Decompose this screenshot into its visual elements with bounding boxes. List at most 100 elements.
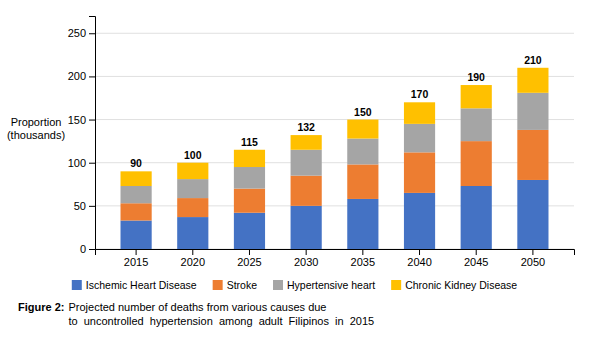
x-tick-mark: [476, 249, 477, 255]
x-tick: 2035: [351, 249, 375, 268]
x-tick-mark: [306, 249, 307, 255]
bar: [461, 85, 492, 108]
legend-swatch: [213, 280, 223, 290]
y-tick-label: 0: [80, 243, 86, 255]
x-tick-label: 2035: [351, 256, 375, 268]
y-tick-mark: [89, 206, 95, 207]
bar: [291, 176, 322, 206]
total-label: 100: [184, 149, 202, 161]
total-label: 210: [524, 54, 542, 66]
bar: [404, 124, 435, 152]
bar: [177, 217, 208, 249]
y-tick: 0: [80, 243, 95, 255]
legend-item: Chronic Kidney Disease: [391, 279, 517, 291]
legend-label: Chronic Kidney Disease: [405, 279, 517, 291]
bar: [461, 141, 492, 186]
bar: [291, 206, 322, 249]
bar: [291, 150, 322, 176]
x-tick: 2025: [237, 249, 261, 268]
y-tick-mark: [89, 33, 95, 34]
bar-series: [121, 93, 549, 203]
legend-swatch: [273, 280, 283, 290]
bar: [121, 186, 152, 203]
plot: 0501001502002502015202020252030203520402…: [68, 17, 575, 268]
legend-item: Hypertensive heart: [273, 279, 375, 291]
bar: [404, 152, 435, 193]
y-tick-label: 150: [68, 114, 86, 126]
caption-line: to uncontrolled hypertension among adult…: [68, 315, 374, 327]
x-tick: 2040: [407, 249, 431, 268]
totals: 90100115132150170190210: [130, 54, 542, 170]
y-tick-label: 250: [68, 27, 86, 39]
y-axis-title: Proportion(thousands): [7, 116, 65, 141]
x-axis-line: [96, 250, 575, 256]
bar: [234, 213, 265, 249]
x-axis: 2015 2020 2025 2030 2035 2040 2045 2050: [96, 249, 575, 268]
x-tick: 2020: [181, 249, 205, 268]
x-tick-label: 2050: [521, 256, 545, 268]
bar: [121, 203, 152, 220]
x-tick-label: 2015: [124, 256, 148, 268]
bar-series: [121, 68, 549, 186]
legend-swatch: [391, 280, 401, 290]
y-tick: 200: [68, 70, 95, 82]
bar: [404, 102, 435, 124]
bar: [347, 139, 378, 165]
bar: [347, 164, 378, 199]
legend-label: Ischemic Heart Disease: [86, 279, 197, 291]
x-tick-mark: [192, 249, 193, 255]
x-tick-label: 2020: [181, 256, 205, 268]
y-tick: 150: [68, 114, 95, 126]
bar: [347, 199, 378, 249]
y-tick-label: 200: [68, 70, 86, 82]
grid-line: [95, 205, 574, 206]
chart: 0501001502002502015202020252030203520402…: [0, 0, 589, 349]
grid-line: [95, 76, 574, 77]
legend: Ischemic Heart Disease Stroke Hypertensive…: [72, 279, 518, 291]
legend-item: Ischemic Heart Disease: [72, 279, 197, 291]
bar: [121, 171, 152, 186]
x-tick-mark: [136, 249, 137, 255]
bar: [234, 150, 265, 167]
x-tick: 2030: [294, 249, 318, 268]
y-tick: 100: [68, 157, 95, 169]
y-axis-line: [89, 17, 96, 250]
bar: [347, 120, 378, 139]
x-tick-label: 2040: [407, 256, 431, 268]
bar: [234, 167, 265, 189]
grid-line: [95, 119, 574, 120]
bar: [461, 108, 492, 141]
bar: [291, 135, 322, 150]
y-tick-label: 100: [68, 157, 86, 169]
bar: [404, 193, 435, 249]
total-label: 115: [241, 136, 258, 148]
legend-label: Stroke: [227, 279, 258, 291]
bars: [121, 68, 549, 249]
x-tick-mark: [532, 249, 533, 255]
grid: [95, 33, 574, 249]
y-tick: 50: [74, 200, 95, 212]
x-tick: 2015: [124, 249, 148, 268]
x-tick-label: 2030: [294, 256, 318, 268]
grid-line: [95, 33, 574, 34]
y-tick-mark: [89, 163, 95, 164]
caption-line: Projected number of deaths from various …: [68, 301, 326, 313]
total-label: 170: [411, 88, 429, 100]
bar: [177, 179, 208, 198]
legend-label: Hypertensive heart: [287, 279, 375, 291]
bar: [517, 130, 548, 180]
total-label: 190: [467, 71, 485, 83]
bar-series: [121, 130, 549, 221]
x-tick-label: 2045: [464, 256, 488, 268]
bar: [517, 93, 548, 130]
grid-line: [95, 162, 574, 163]
legend-item: Stroke: [213, 279, 258, 291]
x-tick-mark: [362, 249, 363, 255]
legend-swatch: [72, 280, 82, 290]
bar: [461, 186, 492, 249]
bar: [121, 221, 152, 249]
y-tick-mark: [89, 120, 95, 121]
total-label: 132: [297, 121, 315, 133]
y-axis: 0 50 100 150 200 250: [68, 17, 96, 256]
x-tick-mark: [249, 249, 250, 255]
